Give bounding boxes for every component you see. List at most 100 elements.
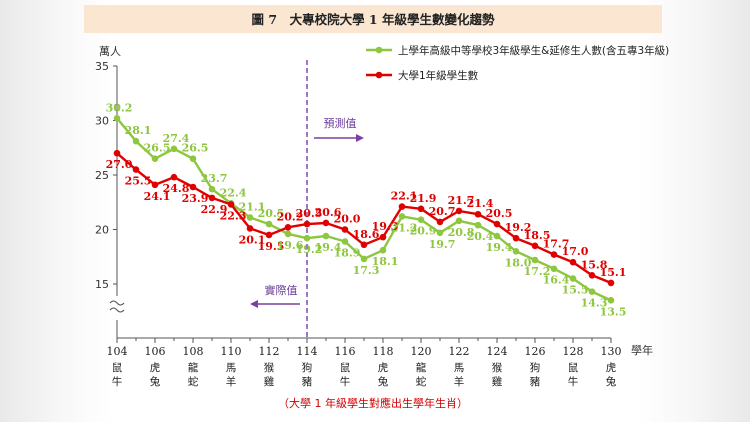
red-data-label: 24.1 — [144, 190, 171, 203]
green-series-point — [189, 155, 197, 162]
title-band — [84, 5, 662, 33]
x-tick-label: 126 — [525, 345, 546, 358]
red-series-point — [512, 234, 520, 242]
red-series-point — [550, 251, 558, 258]
green-data-label: 20.8 — [448, 226, 475, 239]
red-series-point — [341, 226, 349, 233]
zodiac-label: 牛 — [340, 375, 351, 388]
red-data-label: 21.9 — [410, 192, 437, 205]
green-data-label: 20.4 — [467, 230, 494, 243]
red-series-point — [151, 181, 159, 189]
green-data-label: 17.3 — [353, 264, 380, 277]
green-data-label: 17.2 — [524, 265, 551, 278]
green-data-label: 19.6 — [277, 239, 304, 252]
red-data-label: 20.6 — [315, 206, 342, 219]
red-data-label: 23.9 — [182, 192, 209, 205]
green-data-label: 21.1 — [239, 201, 266, 214]
red-data-label: 22.9 — [201, 203, 228, 216]
green-data-label: 19.7 — [429, 238, 456, 251]
red-series-point — [246, 225, 254, 232]
red-data-label: 27.0 — [106, 158, 133, 171]
red-series-point — [531, 242, 539, 250]
green-data-label: 16.4 — [543, 274, 570, 287]
green-series-point — [455, 217, 463, 225]
x-tick-label: 114 — [297, 345, 318, 358]
green-series-point — [569, 275, 577, 282]
green-series-point — [208, 185, 216, 193]
red-series-point — [303, 220, 311, 228]
legend-green-swatch-marker — [375, 46, 383, 54]
green-data-label: 19.4 — [486, 241, 513, 254]
zodiac-label: 虎 — [378, 362, 389, 374]
red-data-label: 20.7 — [429, 205, 456, 218]
zodiac-label: 虎 — [150, 362, 161, 374]
green-series-point — [360, 255, 368, 263]
green-data-label: 26.5 — [182, 142, 209, 155]
red-series-point — [569, 258, 577, 266]
red-series-point — [170, 173, 178, 181]
zodiac-label: 兔 — [606, 375, 617, 388]
green-series-point — [512, 248, 520, 255]
green-data-label: 21.2 — [391, 221, 418, 234]
y-tick-label: 15 — [95, 278, 109, 291]
green-series-point — [113, 115, 121, 122]
zodiac-label: 鼠 — [568, 361, 579, 374]
data-labels-layer: 30.2 27.0 28.1 25.5 26.5 24.1 27.4 24.8 26.5 23.9… — [106, 101, 627, 318]
red-series-point — [227, 201, 235, 208]
red-series-point — [417, 205, 425, 213]
green-data-label: 27.4 — [163, 132, 190, 145]
red-data-label: 25.5 — [125, 175, 152, 188]
red-data-label: 22.1 — [391, 190, 418, 203]
red-data-label: 20.5 — [296, 207, 323, 220]
green-series-point — [132, 137, 140, 145]
red-series-point — [493, 220, 501, 228]
red-series-point — [379, 233, 387, 241]
green-series-point — [341, 238, 349, 245]
green-data-label: 14.3 — [581, 297, 608, 310]
actual-arrowhead — [250, 300, 258, 308]
red-series-point — [474, 210, 482, 218]
x-tick-label: 130 — [601, 345, 622, 358]
zodiac-label: 狗 — [302, 361, 313, 374]
red-data-label: 15.8 — [581, 258, 608, 271]
red-data-label: 24.8 — [163, 182, 190, 195]
y-unit-label: 萬人 — [99, 45, 121, 58]
zodiac-label: 狗 — [530, 361, 541, 374]
green-series-point — [265, 220, 273, 228]
zodiac-label: 牛 — [568, 375, 579, 388]
red-series-point — [398, 203, 406, 210]
red-series-point — [607, 279, 615, 287]
zodiac-label: 馬 — [226, 362, 237, 374]
zodiac-label: 猴 — [264, 361, 275, 374]
green-data-label: 23.7 — [201, 172, 228, 185]
red-data-label: 17.0 — [562, 245, 589, 258]
y-tick-label: 30 — [95, 115, 109, 128]
green-data-label: 20.5 — [258, 207, 285, 220]
zodiac-label: 龍 — [188, 361, 199, 374]
zodiac-label: 馬 — [454, 362, 465, 374]
red-data-label: 19.3 — [372, 220, 399, 233]
green-data-label: 28.1 — [125, 124, 152, 137]
red-data-label: 21.4 — [467, 197, 494, 210]
axes: 15 20 25 30 35 104 鼠牛 106 虎兔 108 龍蛇 110 馬羊 112 猴雞 114 狗豬… — [95, 60, 622, 388]
x-tick-label: 118 — [373, 345, 394, 358]
green-data-label: 13.5 — [600, 305, 627, 318]
x-tick-label: 112 — [259, 345, 280, 358]
red-series-point — [132, 166, 140, 173]
zodiac-label: 豬 — [530, 375, 541, 388]
red-series-point — [436, 218, 444, 226]
red-data-label: 19.5 — [258, 240, 285, 253]
green-data-label: 15.5 — [562, 284, 589, 297]
y-tick-label: 35 — [95, 60, 109, 73]
red-series-point — [113, 149, 121, 157]
red-data-label: 22.3 — [220, 209, 247, 222]
red-data-label: 20.0 — [334, 213, 361, 226]
green-series-point — [303, 234, 311, 242]
green-series-point — [322, 232, 330, 240]
green-series-point — [151, 155, 159, 162]
red-series-point — [322, 219, 330, 227]
red-data-label: 21.7 — [448, 194, 475, 207]
x-tick-label: 116 — [335, 345, 356, 358]
y-tick-label: 20 — [95, 224, 109, 237]
red-series-point — [189, 183, 197, 191]
